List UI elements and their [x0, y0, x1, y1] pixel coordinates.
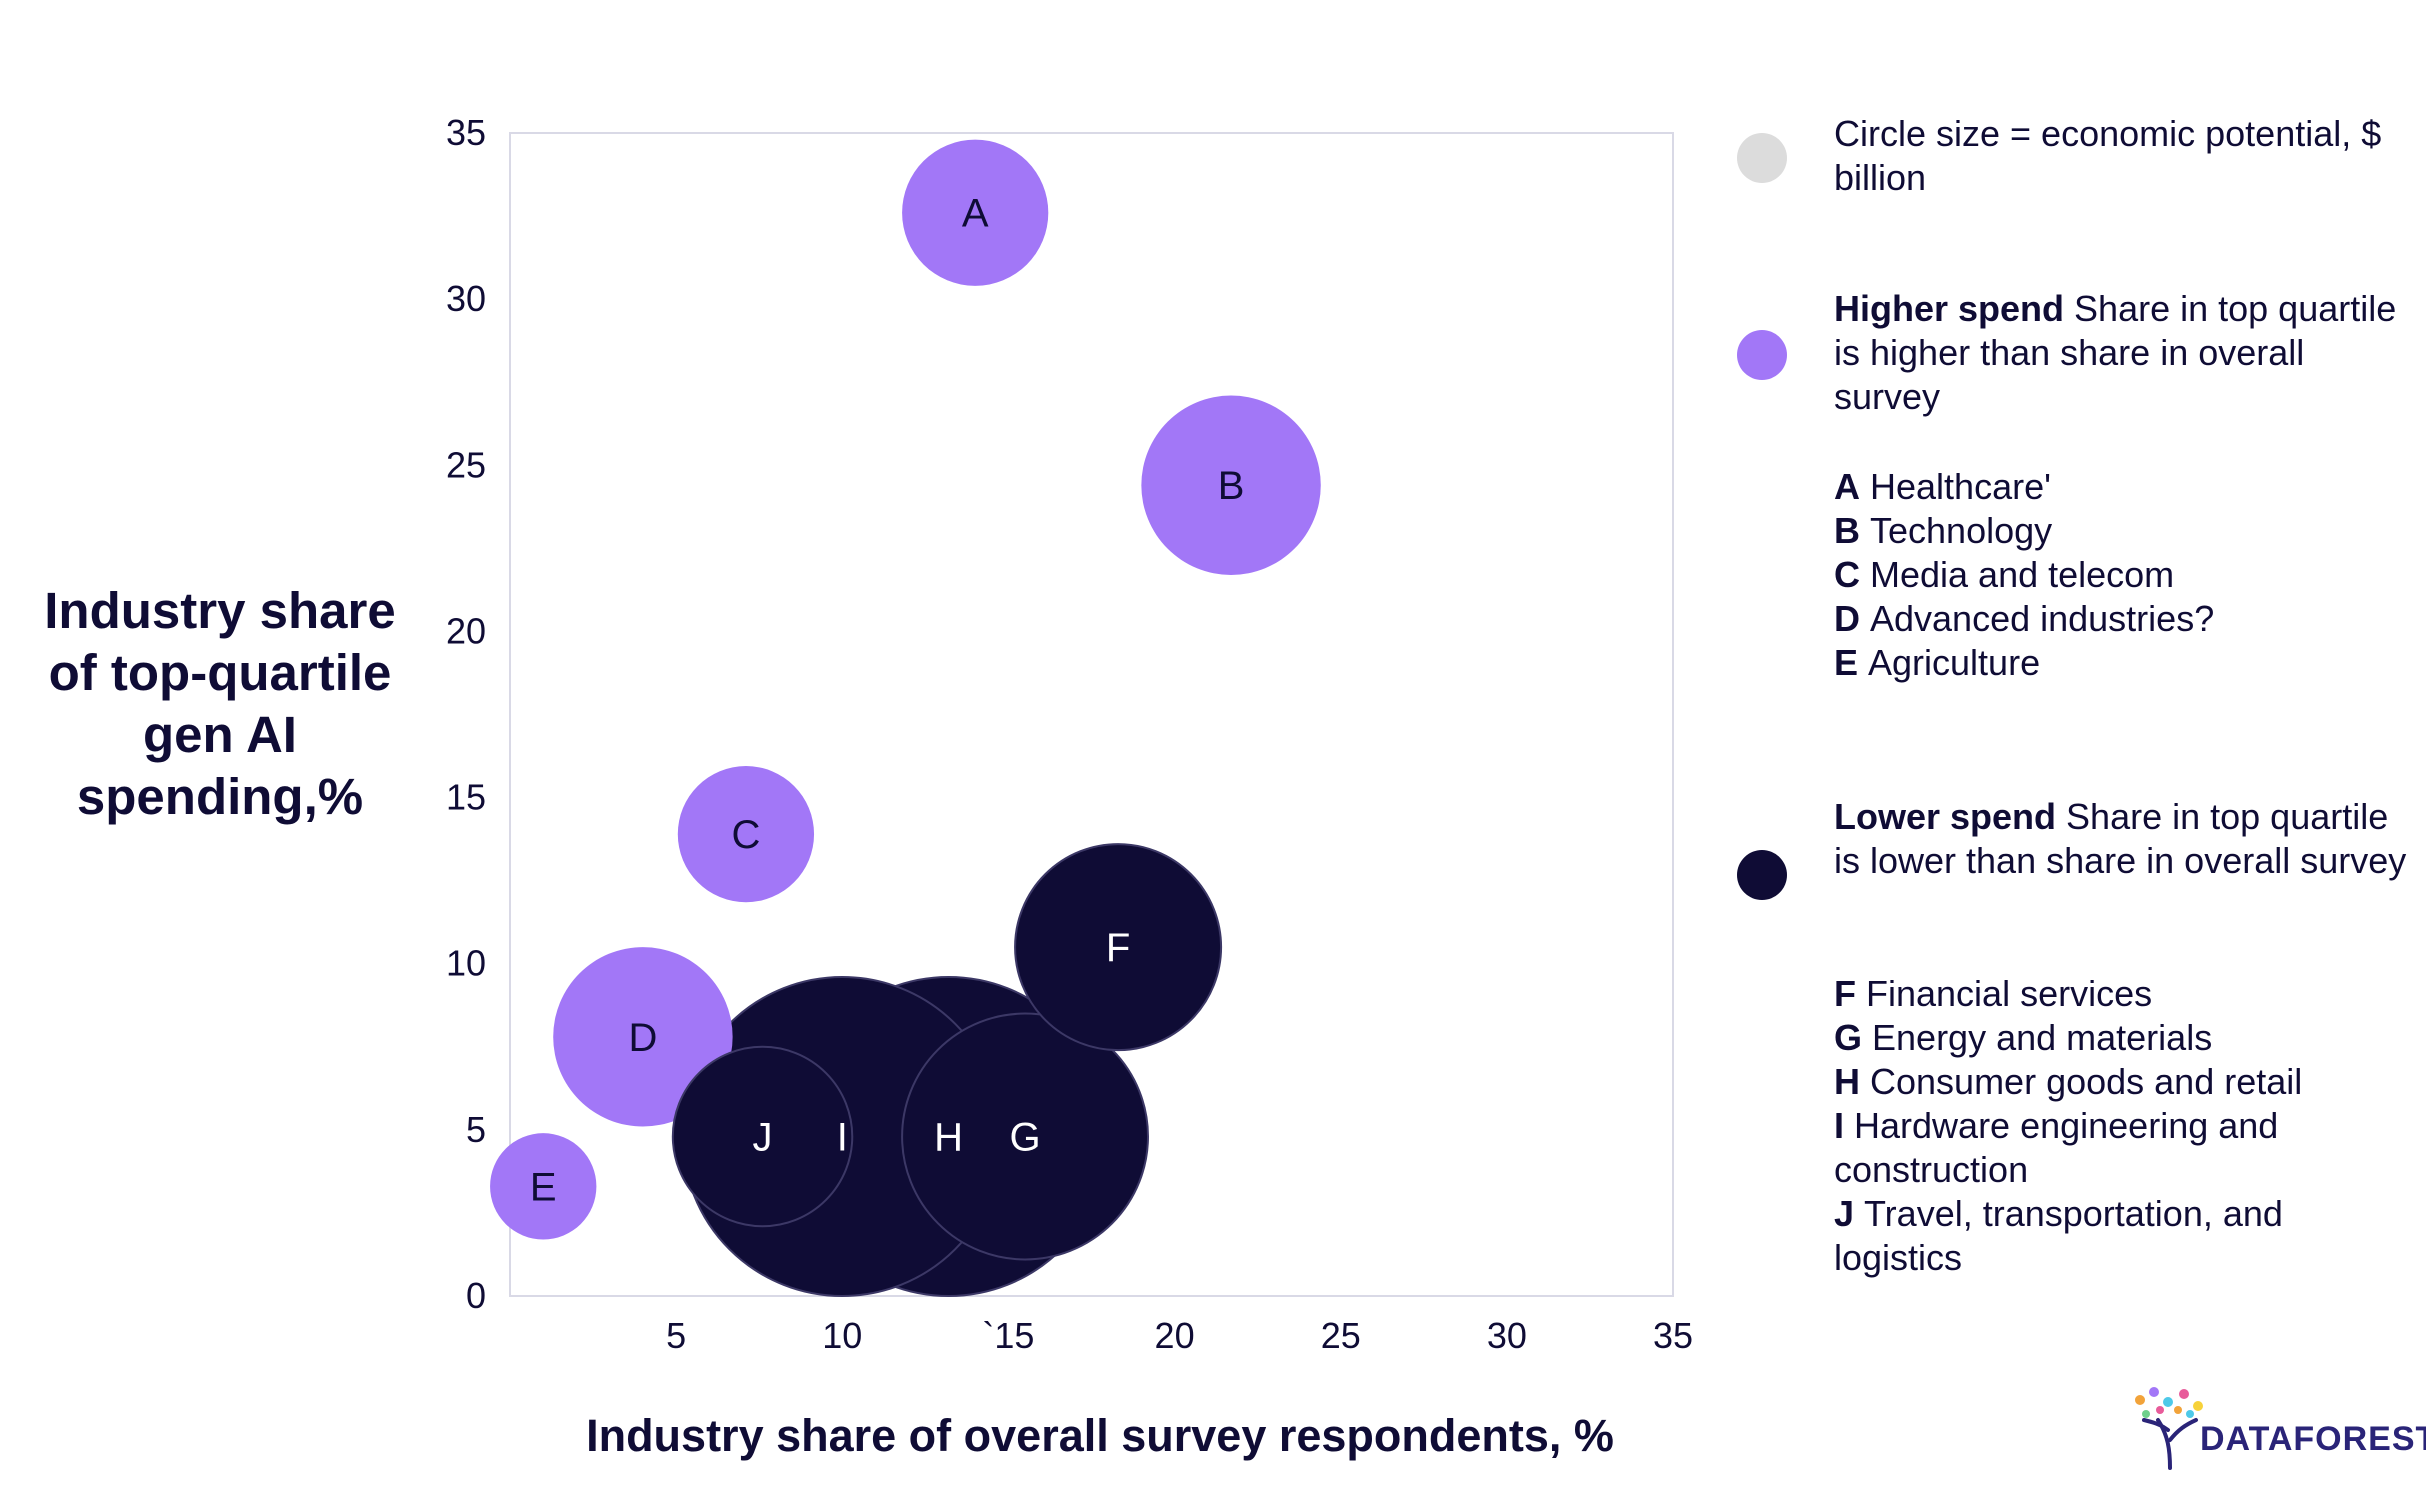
legend-item: H Consumer goods and retail	[1834, 1060, 2414, 1104]
y-tick-label: 20	[446, 610, 486, 651]
x-tick-label: 25	[1321, 1315, 1361, 1356]
bubble-label-h: H	[934, 1116, 963, 1160]
bubble-label-f: F	[1106, 926, 1130, 970]
bubble-d	[553, 947, 733, 1127]
lower-spend-icon	[1737, 850, 1787, 900]
y-tick-label: 15	[446, 777, 486, 818]
legend-item: C Media and telecom	[1834, 553, 2414, 597]
logo-text: DATAFOREST	[2200, 1420, 2426, 1458]
y-tick-label: 5	[466, 1109, 486, 1150]
legend-item-key: G	[1834, 1017, 1863, 1058]
lower-spend-title: Lower spend	[1834, 796, 2057, 837]
bubble-label-d: D	[628, 1016, 657, 1060]
dataforest-logo: DATAFOREST	[2130, 1380, 2426, 1470]
legend-item: J Travel, transportation, and logistics	[1834, 1192, 2414, 1280]
lower-spend-description: Share in top quartile is lower than shar…	[1834, 796, 2407, 881]
legend-item: A Healthcare'	[1834, 465, 2414, 509]
bubble-label-j: J	[753, 1116, 773, 1160]
bubble-b	[1141, 395, 1321, 575]
higher-spend-description: Share in top quartile is higher than sha…	[1834, 288, 2397, 417]
legend-item-key: A	[1834, 466, 1860, 507]
bubble-label-c: C	[731, 813, 760, 857]
legend-item-key: H	[1834, 1061, 1860, 1102]
x-tick-label: `15	[982, 1315, 1034, 1356]
y-tick-label: 30	[446, 278, 486, 319]
x-tick-label: 30	[1487, 1315, 1527, 1356]
bubble-c	[677, 766, 815, 903]
legend-item-name: Healthcare'	[1870, 466, 2051, 507]
legend-item-name: Technology	[1870, 510, 2053, 551]
legend-item-key: E	[1834, 642, 1859, 683]
legend-item-key: I	[1834, 1105, 1845, 1146]
higher-spend-title: Higher spend	[1834, 288, 2065, 329]
legend-item-key: D	[1834, 598, 1860, 639]
y-tick-label: 25	[446, 444, 486, 485]
bubble-j	[671, 1045, 854, 1228]
y-tick-label: 10	[446, 943, 486, 984]
legend-item-key: J	[1834, 1193, 1855, 1234]
legend-item-key: F	[1834, 973, 1856, 1014]
legend-item-name: Advanced industries?	[1870, 598, 2215, 639]
bubble-f	[1014, 843, 1223, 1052]
legend-item: B Technology	[1834, 509, 2414, 553]
x-tick-label: 10	[822, 1315, 862, 1356]
x-axis-title: Industry share of overall survey respond…	[586, 1410, 1614, 1461]
x-tick-label: 20	[1155, 1315, 1195, 1356]
legend-item-name: Financial services	[1866, 973, 2153, 1014]
lower-spend-list: F Financial services G Energy and materials…	[1834, 972, 2414, 1280]
bubble-label-g: G	[1009, 1116, 1040, 1160]
legend-item-name: Consumer goods and retail	[1870, 1061, 2303, 1102]
legend-item: F Financial services	[1834, 972, 2414, 1016]
legend-item: E Agriculture	[1834, 641, 2414, 685]
bubble-e	[490, 1133, 597, 1240]
x-tick-label: 5	[666, 1315, 686, 1356]
legend-item: I Hardware engineering and construction	[1834, 1104, 2414, 1192]
bubble-label-a: A	[962, 192, 989, 236]
legend-item-key: C	[1834, 554, 1860, 595]
higher-spend-list: A Healthcare' B Technology C Media and teleco…	[1834, 465, 2414, 685]
legend-item-name: Agriculture	[1868, 642, 2041, 683]
legend-item-name: Media and telecom	[1870, 554, 2175, 595]
legend-item-name: Travel, transportation, and logistics	[1834, 1193, 2283, 1278]
size-key-icon	[1737, 133, 1787, 183]
plot-frame	[509, 132, 1674, 1297]
y-tick-label: 0	[466, 1275, 486, 1316]
legend-item-name: Hardware engineering and construction	[1834, 1105, 2279, 1190]
size-key-text: Circle size = economic potential, $ bill…	[1834, 113, 2382, 198]
legend-item-key: B	[1834, 510, 1860, 551]
legend-item: G Energy and materials	[1834, 1016, 2414, 1060]
legend-item-name: Energy and materials	[1872, 1017, 2213, 1058]
tree-icon	[2135, 1387, 2203, 1470]
legend-item: D Advanced industries?	[1834, 597, 2414, 641]
bubble-label-e: E	[530, 1165, 557, 1209]
higher-spend-legend: Higher spend Share in top quartile is hi…	[1834, 287, 2414, 419]
bubble-chart: 0 5 10 15 20 25 30 35 5 10 `15 20 25 30 35 A B C D E F G H I J	[446, 112, 1693, 1356]
higher-spend-icon	[1737, 330, 1787, 380]
lower-spend-legend: Lower spend Share in top quartile is low…	[1834, 795, 2414, 883]
bubble-g	[901, 1012, 1149, 1261]
bubble-label-i: I	[837, 1116, 848, 1160]
y-axis-title: Industry share of top-quartile gen AI sp…	[44, 582, 396, 825]
x-tick-label: 35	[1653, 1315, 1693, 1356]
bubble-label-b: B	[1218, 464, 1245, 508]
bubble-a	[902, 139, 1049, 286]
y-tick-label: 35	[446, 112, 486, 153]
